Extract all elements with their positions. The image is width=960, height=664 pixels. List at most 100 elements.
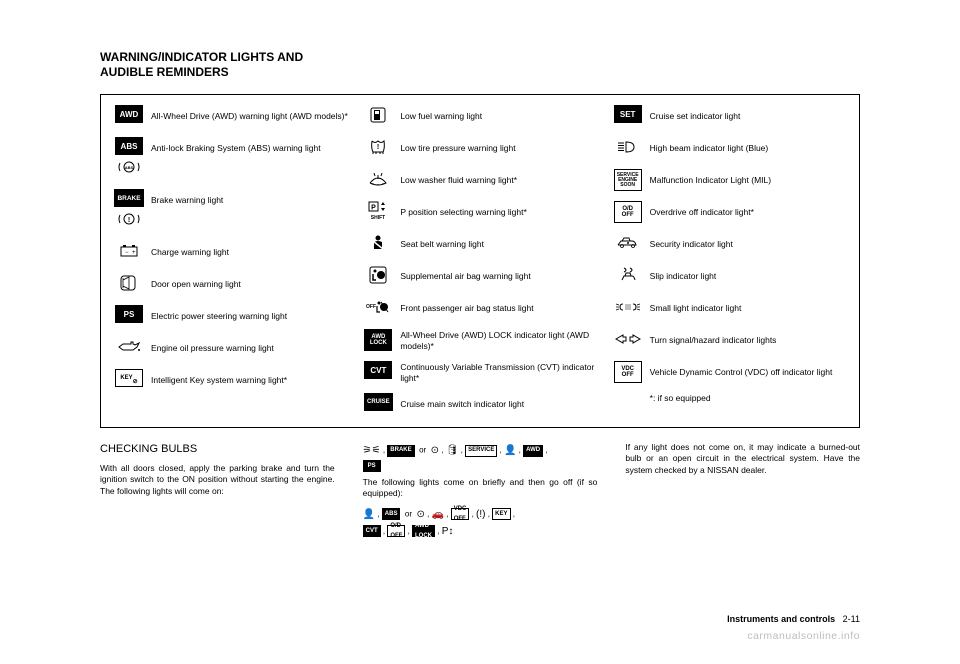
small-light-icon: [614, 297, 642, 317]
page-footer: Instruments and controls 2-11: [727, 614, 860, 624]
table-row: O/DOFF Overdrive off indicator light*: [612, 201, 847, 225]
svg-text:P: P: [371, 205, 376, 212]
indicator-label: High beam indicator light (Blue): [644, 137, 847, 161]
brake-circle-icon: !: [115, 209, 143, 229]
table-row: SET Cruise set indicator light: [612, 105, 847, 129]
table-row: PS Electric power steering warning light: [113, 305, 348, 329]
body-text: With all doors closed, apply the parking…: [100, 463, 335, 497]
table-row: Supplemental air bag warning light: [362, 265, 597, 289]
table-row: Low washer fluid warning light*: [362, 169, 597, 193]
svg-text:+: +: [132, 250, 136, 256]
table-column-3: SET Cruise set indicator light High beam…: [612, 105, 847, 417]
footer-section: Instruments and controls: [727, 614, 835, 624]
indicator-label: Charge warning light: [145, 241, 348, 265]
table-row: −+ Charge warning light: [113, 241, 348, 265]
body-text: The following lights come on briefly and…: [363, 477, 598, 500]
indicator-label: Door open warning light: [145, 273, 348, 297]
title-line-1: WARNING/INDICATOR LIGHTS AND: [100, 50, 303, 64]
door-open-icon: [115, 273, 143, 293]
svg-text:ABS: ABS: [125, 165, 134, 170]
manual-page: WARNING/INDICATOR LIGHTS AND AUDIBLE REM…: [0, 0, 960, 664]
svg-text:OFF: OFF: [366, 304, 376, 310]
svg-text:−: −: [125, 250, 129, 256]
od-off-icon: O/DOFF: [614, 201, 642, 223]
table-row: ABS ABS Anti-lock Braking System (ABS) w…: [113, 137, 348, 181]
table-row: CRUISE Cruise main switch indicator ligh…: [362, 393, 597, 417]
watermark: carmanualsonline.info: [747, 630, 860, 642]
indicator-label: P position selecting warning light*: [394, 201, 597, 225]
indicator-label: Electric power steering warning light: [145, 305, 348, 329]
high-beam-icon: [614, 137, 642, 157]
indicator-label: Vehicle Dynamic Control (VDC) off indica…: [644, 361, 847, 385]
table-row: Small light indicator light: [612, 297, 847, 321]
seatbelt-icon: [364, 233, 392, 253]
svg-text:!: !: [377, 144, 379, 151]
svg-text:SHIFT: SHIFT: [371, 215, 385, 221]
indicator-label: Slip indicator light: [644, 265, 847, 289]
cruise-icon: CRUISE: [364, 393, 393, 411]
title-line-2: AUDIBLE REMINDERS: [100, 65, 229, 79]
table-row: SERVICEENGINESOON Malfunction Indicator …: [612, 169, 847, 193]
service-engine-icon: SERVICEENGINESOON: [614, 169, 642, 191]
slip-icon: [614, 265, 642, 285]
indicator-label: Cruise main switch indicator light: [394, 393, 597, 417]
security-icon: [614, 233, 642, 253]
indicator-label: Low tire pressure warning light: [394, 137, 597, 161]
abs-icon: ABS: [115, 137, 143, 155]
key-icon: KEY⊘: [115, 369, 143, 387]
indicator-label: Front passenger air bag status light: [394, 297, 597, 321]
indicator-label: All-Wheel Drive (AWD) LOCK indicator lig…: [394, 329, 597, 353]
abs-circle-icon: ABS: [115, 157, 143, 177]
table-row: *: if so equipped: [612, 393, 847, 417]
footnote: *: if so equipped: [644, 393, 711, 403]
battery-icon: −+: [115, 241, 143, 261]
indicator-label: Low fuel warning light: [394, 105, 597, 129]
indicator-label: All-Wheel Drive (AWD) warning light (AWD…: [145, 105, 348, 129]
set-icon: SET: [614, 105, 642, 123]
table-row: BRAKE ! Brake warning light: [113, 189, 348, 233]
indicator-label: Malfunction Indicator Light (MIL): [644, 169, 847, 193]
indicator-label: Supplemental air bag warning light: [394, 265, 597, 289]
indicator-table: AWD All-Wheel Drive (AWD) warning light …: [100, 94, 860, 428]
table-row: OFF Front passenger air bag status light: [362, 297, 597, 321]
indicator-label: Cruise set indicator light: [644, 105, 847, 129]
table-row: Engine oil pressure warning light: [113, 337, 348, 361]
table-row: Turn signal/hazard indicator lights: [612, 329, 847, 353]
indicator-label: Anti-lock Braking System (ABS) warning l…: [145, 137, 348, 161]
table-row: KEY⊘ Intelligent Key system warning ligh…: [113, 369, 348, 393]
awd-icon: AWD: [115, 105, 143, 123]
table-row: High beam indicator light (Blue): [612, 137, 847, 161]
table-row: Security indicator light: [612, 233, 847, 257]
indicator-label: Low washer fluid warning light*: [394, 169, 597, 193]
table-row: AWD All-Wheel Drive (AWD) warning light …: [113, 105, 348, 129]
indicator-label: Turn signal/hazard indicator lights: [644, 329, 847, 353]
table-row: VDCOFF Vehicle Dynamic Control (VDC) off…: [612, 361, 847, 385]
ps-icon: PS: [115, 305, 143, 323]
turn-signal-icon: [614, 329, 642, 349]
body-col-1: CHECKING BULBS With all doors closed, ap…: [100, 442, 335, 544]
table-column-2: Low fuel warning light ! Low tire pressu…: [362, 105, 597, 417]
checking-bulbs-title: CHECKING BULBS: [100, 442, 335, 457]
table-row: Seat belt warning light: [362, 233, 597, 257]
indicator-label: Brake warning light: [145, 189, 348, 213]
indicator-label: Intelligent Key system warning light*: [145, 369, 348, 393]
oil-can-icon: [115, 337, 143, 357]
indicator-label: Continuously Variable Transmission (CVT)…: [394, 361, 597, 385]
icon-list-2: 👤 , ABS or ⊙ , 🚗 , VDCOFF , (!) , KEY , …: [363, 506, 598, 540]
tire-pressure-icon: !: [364, 137, 392, 157]
indicator-label: Overdrive off indicator light*: [644, 201, 847, 225]
table-row: AWDLOCK All-Wheel Drive (AWD) LOCK indic…: [362, 329, 597, 353]
section-title: WARNING/INDICATOR LIGHTS AND AUDIBLE REM…: [100, 50, 860, 80]
indicator-label: Seat belt warning light: [394, 233, 597, 257]
washer-fluid-icon: [364, 169, 392, 189]
airbag-icon: [364, 265, 392, 285]
footer-page: 2-11: [843, 614, 860, 624]
table-row: Door open warning light: [113, 273, 348, 297]
table-row: Slip indicator light: [612, 265, 847, 289]
body-col-2: ⚞⚟ , BRAKE or ⊙ , 🛢 , SERVICE , 👤 , AWD …: [363, 442, 598, 544]
indicator-label: Small light indicator light: [644, 297, 847, 321]
body-columns: CHECKING BULBS With all doors closed, ap…: [100, 442, 860, 544]
indicator-label: Security indicator light: [644, 233, 847, 257]
body-col-3: If any light does not come on, it may in…: [625, 442, 860, 544]
vdc-off-icon: VDCOFF: [614, 361, 642, 383]
